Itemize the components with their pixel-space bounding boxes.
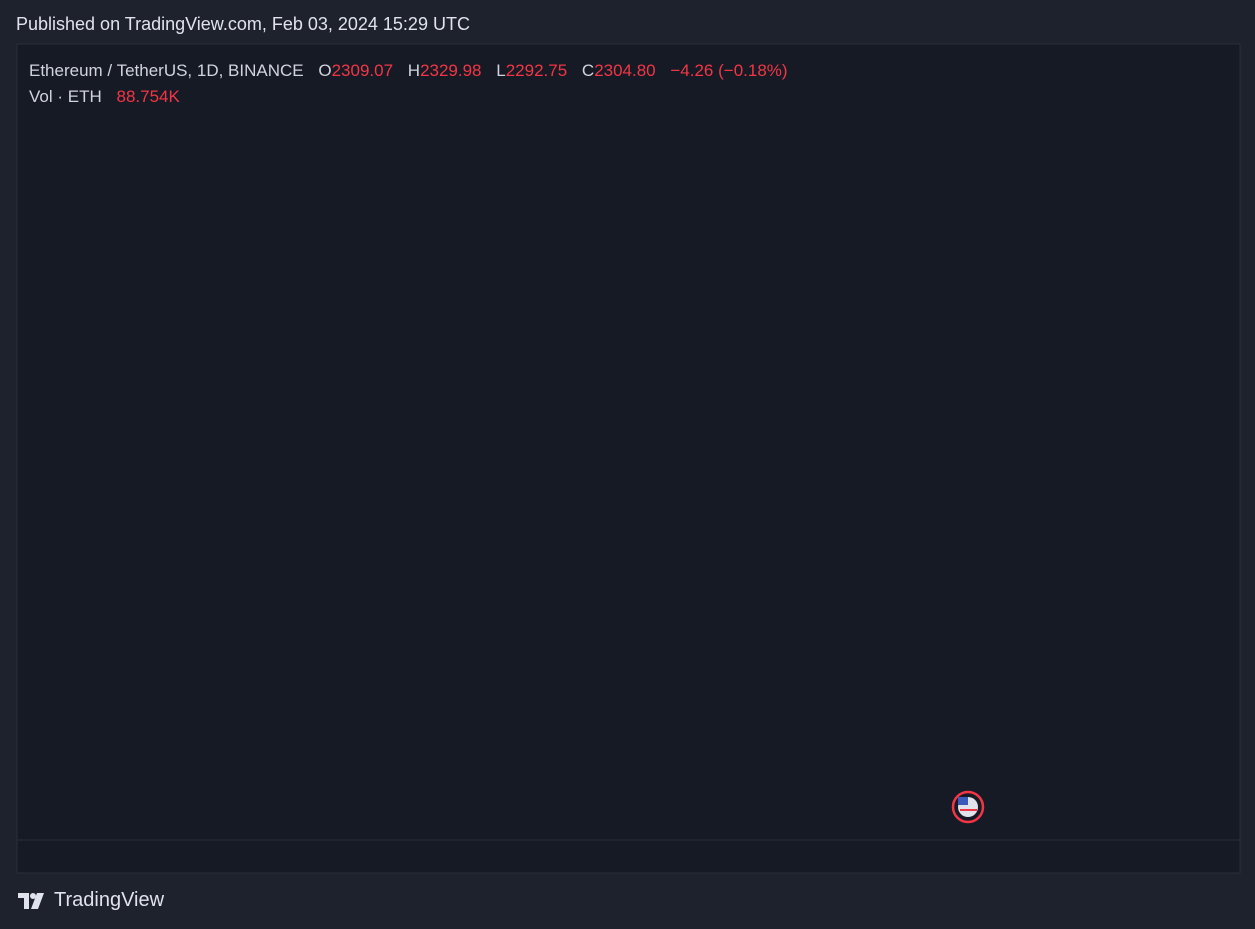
footer: TradingView (18, 889, 164, 912)
published-note: Published on TradingView.com, Feb 03, 20… (16, 14, 470, 34)
brand: TradingView (54, 889, 165, 911)
low-value: 2292.75 (505, 61, 568, 80)
symbol: Ethereum / TetherUS, 1D, BINANCE (29, 61, 304, 80)
volume-value: 88.754K (116, 87, 180, 106)
open-value: 2309.07 (331, 61, 394, 80)
volume-key: Vol · ETH (29, 87, 102, 106)
volume-row: Vol · ETH 88.754K (29, 84, 788, 110)
flag-canton (958, 797, 968, 805)
chart-frame (16, 43, 1241, 874)
ohlc-row: Ethereum / TetherUS, 1D, BINANCE O2309.0… (29, 58, 788, 84)
high-key: H (407, 61, 421, 80)
legend: Ethereum / TetherUS, 1D, BINANCE O2309.0… (29, 58, 788, 110)
low-key: L (496, 61, 506, 80)
open-key: O (318, 61, 332, 80)
close-value: 2304.80 (594, 61, 656, 80)
logo (18, 892, 44, 909)
change: −4.26 (−0.18%) (670, 61, 788, 80)
close-key: C (581, 61, 595, 80)
event-icon (951, 790, 985, 824)
high-value: 2329.98 (420, 61, 482, 80)
